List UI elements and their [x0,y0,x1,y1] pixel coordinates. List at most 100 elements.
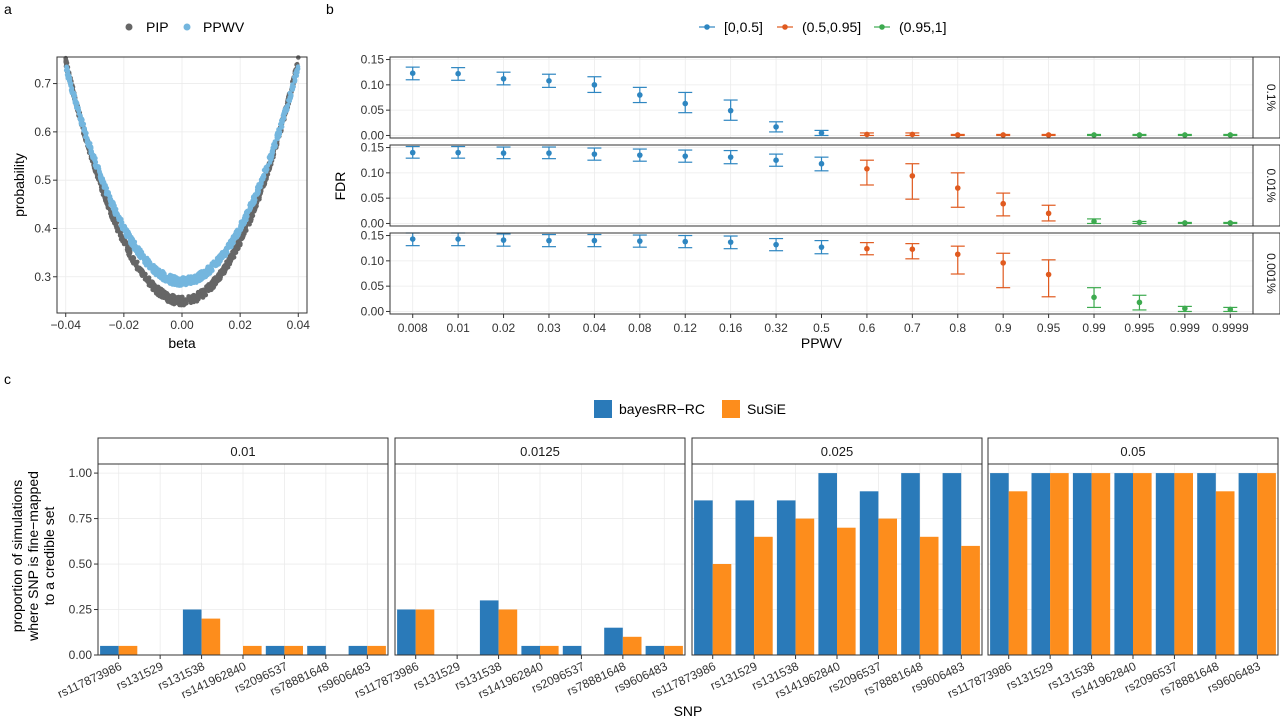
x-tick-label: rs131529 [708,659,760,693]
bar-susie [1257,473,1276,655]
point-ppwv [87,141,93,146]
point-ppwv [88,144,94,150]
x-tick-label: 0.6 [859,321,876,335]
point-pip [197,294,202,299]
bar-susie [1174,473,1193,655]
bar-bayesrr-rc [1197,473,1216,655]
panel-a: −0.04 −0.02 0.00 0.02 0.04 0.3 0.4 0.5 0.6 0.7 bet… [11,19,310,351]
legend-label-pip: PIP [146,19,169,35]
bar-bayesrr-rc [1114,473,1133,655]
x-tick-label: 0.99 [1082,321,1106,335]
x-tick-label: 0.02 [492,321,516,335]
x-tick-label: 0.01 [446,321,470,335]
point-ppwv [202,269,208,274]
point-ppwv [175,282,181,288]
x-tick-label: 0.9 [995,321,1012,335]
point-ppwv [167,281,173,286]
fdr-point [591,237,598,244]
point-pip [139,273,145,279]
point-ppwv [101,180,107,185]
point-ppwv [258,181,264,186]
x-tick-label: −0.04 [51,318,82,332]
bar-susie [754,536,773,655]
point-pip [205,288,211,293]
panel-label-b: b [326,1,334,17]
point-ppwv [68,87,74,93]
bar-bayesrr-rc [348,645,368,655]
point-ppwv [122,224,128,230]
fdr-point [546,150,552,156]
fdr-point [864,165,870,172]
point-ppwv [147,260,153,266]
fdr-point [500,150,507,156]
fdr-point [1045,210,1052,217]
point-pip [236,246,241,251]
point-ppwv [260,175,266,180]
y-tick-label: 0.00 [361,216,385,230]
fdr-point [1227,132,1234,138]
bar-bayesrr-rc [562,645,582,655]
point-ppwv [124,233,129,238]
fdr-point [818,130,825,136]
fdr-point [682,100,689,107]
facet-border [691,463,983,656]
point-ppwv [88,150,94,155]
bar-bayesrr-rc [521,645,540,655]
point-ppwv [186,274,191,280]
y-tick-label: 0.50 [69,557,93,571]
point-pip [221,265,227,270]
bar-susie [712,564,732,655]
point-ppwv [130,239,136,245]
bar-bayesrr-rc [735,500,755,655]
point-pip [170,293,176,299]
point-pip [130,254,136,260]
point-pip [228,257,233,262]
bar-susie [1215,491,1235,655]
bar-susie [1091,473,1111,655]
point-ppwv [233,230,239,235]
point-ppwv [270,149,276,154]
point-pip [155,284,161,290]
legend-label: (0.95,1] [899,19,946,35]
x-tick-label: 0.00 [170,318,194,332]
point-ppwv [173,279,178,285]
fdr-point [727,107,734,114]
bar-bayesrr-rc [604,627,623,655]
panel-label-c: c [4,371,11,387]
fdr-point [954,132,961,138]
facet-strip-label: 0.1% [1264,84,1278,112]
y-tick-label: 0.10 [361,254,385,268]
fdr-point [1091,294,1097,301]
facet-strip [394,437,686,465]
panel-b: 0.00 0.05 0.10 0.15 0.1% 0.00 0.05 0.10 0.15 0.01… [332,19,1280,351]
point-ppwv [93,165,99,170]
fdr-point [1136,299,1143,306]
point-ppwv [64,64,69,70]
point-ppwv [164,278,169,284]
point-ppwv [104,186,110,191]
point-ppwv [96,168,102,174]
point-ppwv [113,206,119,212]
fdr-point [1045,132,1052,138]
fdr-point [591,82,598,88]
point-pip [191,299,197,305]
bar-susie [540,645,559,655]
point-ppwv [150,268,155,273]
facet-strip [97,437,389,465]
bar-susie [961,545,980,655]
point-pip [230,249,235,255]
bar-bayesrr-rc [859,491,879,655]
point-pip [228,253,233,258]
point-ppwv [108,202,113,207]
bar-susie [118,645,138,655]
fdr-point [500,237,507,243]
point-ppwv [132,244,138,250]
point-ppwv [291,84,296,90]
point-ppwv [168,272,173,278]
y-tick-label: 0.10 [361,166,385,180]
bar-susie [795,518,815,655]
fdr-point [909,246,916,252]
point-ppwv [122,229,128,234]
fdr-point [954,251,961,258]
facet-strip [1252,56,1280,139]
